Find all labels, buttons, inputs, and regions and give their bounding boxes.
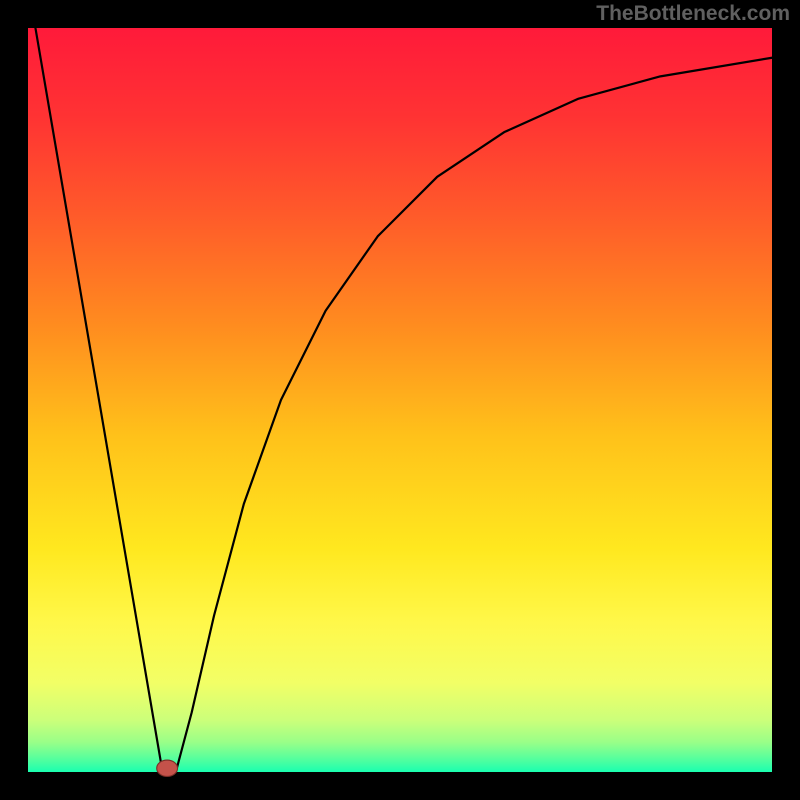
optimal-point-marker [157, 760, 178, 776]
watermark-text: TheBottleneck.com [596, 2, 790, 26]
chart-svg [0, 0, 800, 800]
plot-background [28, 28, 772, 772]
chart-frame: TheBottleneck.com [0, 0, 800, 800]
